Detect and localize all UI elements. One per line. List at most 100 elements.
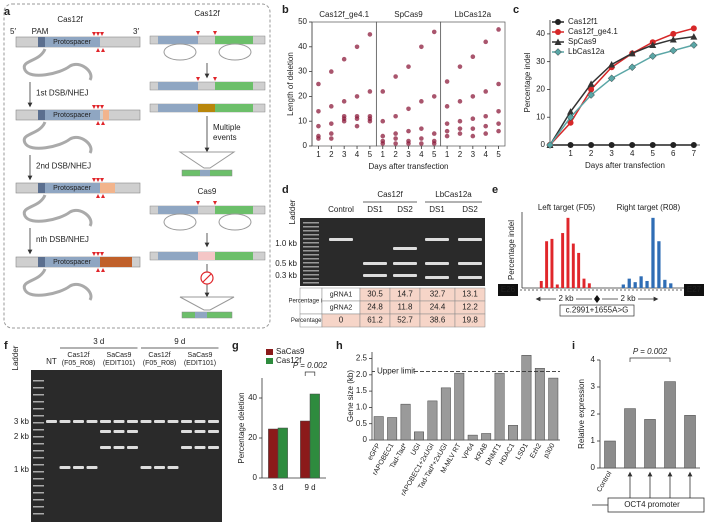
bar	[633, 282, 637, 288]
cut-site	[101, 48, 105, 52]
size-label: 0.5 kb	[275, 259, 297, 268]
marker	[608, 60, 616, 68]
target-left	[158, 252, 198, 260]
y-tick-label: 0	[303, 141, 308, 150]
y-tick-label: 3	[591, 382, 596, 391]
ladder-band	[33, 485, 44, 487]
table-cell-text: 24.4	[430, 303, 446, 312]
target-right	[215, 206, 253, 214]
ladder-band	[33, 408, 44, 410]
dot	[431, 131, 437, 136]
marker	[628, 63, 637, 72]
dot	[367, 32, 373, 37]
dot	[380, 133, 386, 139]
blocked	[202, 273, 212, 283]
bar	[639, 276, 643, 288]
band	[127, 430, 138, 433]
label-bg	[556, 295, 576, 303]
bar	[387, 417, 398, 441]
series-line	[549, 44, 695, 146]
target-left	[158, 36, 198, 44]
exon	[684, 284, 704, 296]
x-tick-label: 1	[316, 150, 321, 159]
protospacer-label: Protospacer	[53, 39, 91, 46]
y-tick-label: 1.0	[356, 403, 368, 412]
bar	[644, 419, 656, 469]
y-axis-label: Percentage indel	[523, 52, 532, 112]
marker	[689, 41, 698, 49]
bar	[587, 283, 591, 288]
dot	[496, 108, 501, 114]
marker	[670, 142, 677, 148]
legend-label: Cas12f	[276, 356, 302, 365]
bar	[539, 280, 543, 288]
cut-site	[92, 32, 96, 36]
protospacer-label: Protospacer	[53, 112, 91, 119]
y-tick-label: 4	[591, 355, 596, 364]
bar	[440, 387, 451, 441]
band	[154, 420, 165, 423]
x-tick-label: 1	[445, 150, 450, 159]
gel	[31, 370, 222, 522]
x-tick-label: 5	[651, 149, 656, 158]
lane-label: DS1	[429, 205, 445, 214]
ladder-band	[303, 282, 319, 284]
y-axis-label: Percentage deletion	[237, 392, 246, 463]
promoter-label: OCT4 promoter	[624, 500, 680, 509]
band	[73, 466, 84, 469]
x-axis-label: Days after transfection	[368, 162, 448, 171]
band	[458, 276, 482, 279]
group-label: SaCas9	[107, 352, 132, 359]
bar	[481, 433, 492, 441]
bar	[467, 434, 478, 441]
table-cell-text: 24.8	[367, 303, 383, 312]
panel-letter: i	[572, 340, 575, 352]
group-label: Cas12f	[377, 190, 403, 199]
band	[181, 446, 192, 449]
step-label: 2nd DSB/NHEJ	[36, 162, 91, 171]
bar	[400, 403, 411, 441]
band	[363, 262, 387, 265]
bar	[373, 416, 384, 441]
time-label: 3 d	[93, 337, 104, 346]
cut-site	[101, 268, 105, 272]
cut-site	[196, 77, 200, 81]
x-tick-label: 1	[381, 150, 386, 159]
y-tick-label: 2.0	[356, 370, 368, 379]
dot	[380, 118, 386, 124]
table-cell-text: 19.8	[462, 316, 478, 325]
legend-marker	[555, 19, 561, 25]
group-label: (F05_R08)	[62, 360, 95, 367]
bar	[309, 393, 320, 479]
panel-letter: e	[492, 184, 498, 196]
dot	[483, 113, 489, 119]
dot	[341, 56, 347, 62]
band	[127, 446, 138, 449]
dot	[419, 99, 424, 104]
subpanel-frame	[311, 21, 377, 147]
funnel	[178, 151, 236, 169]
dot	[367, 89, 373, 94]
band	[393, 247, 417, 250]
dot	[457, 118, 463, 124]
protein-label: Cas12f	[194, 9, 220, 18]
protospacer-label: Protospacer	[53, 259, 91, 266]
ladder-band	[303, 242, 319, 244]
step-label: nth DSB/NHEJ	[36, 235, 89, 244]
dot	[406, 128, 411, 134]
group-label: Cas12f	[67, 352, 89, 359]
x-tick-label: 5	[432, 150, 437, 159]
target-left	[158, 104, 198, 112]
bar	[508, 425, 518, 441]
y-axis-label: Relative expression	[577, 379, 586, 449]
ladder-band	[33, 443, 44, 445]
dot	[483, 39, 489, 45]
ladder-band	[33, 436, 44, 438]
bar	[277, 427, 288, 479]
dot	[431, 138, 437, 144]
dot	[431, 29, 437, 35]
guide-rna	[22, 48, 93, 81]
band	[208, 430, 219, 433]
cut-site	[92, 178, 96, 182]
cut-site	[96, 178, 100, 182]
